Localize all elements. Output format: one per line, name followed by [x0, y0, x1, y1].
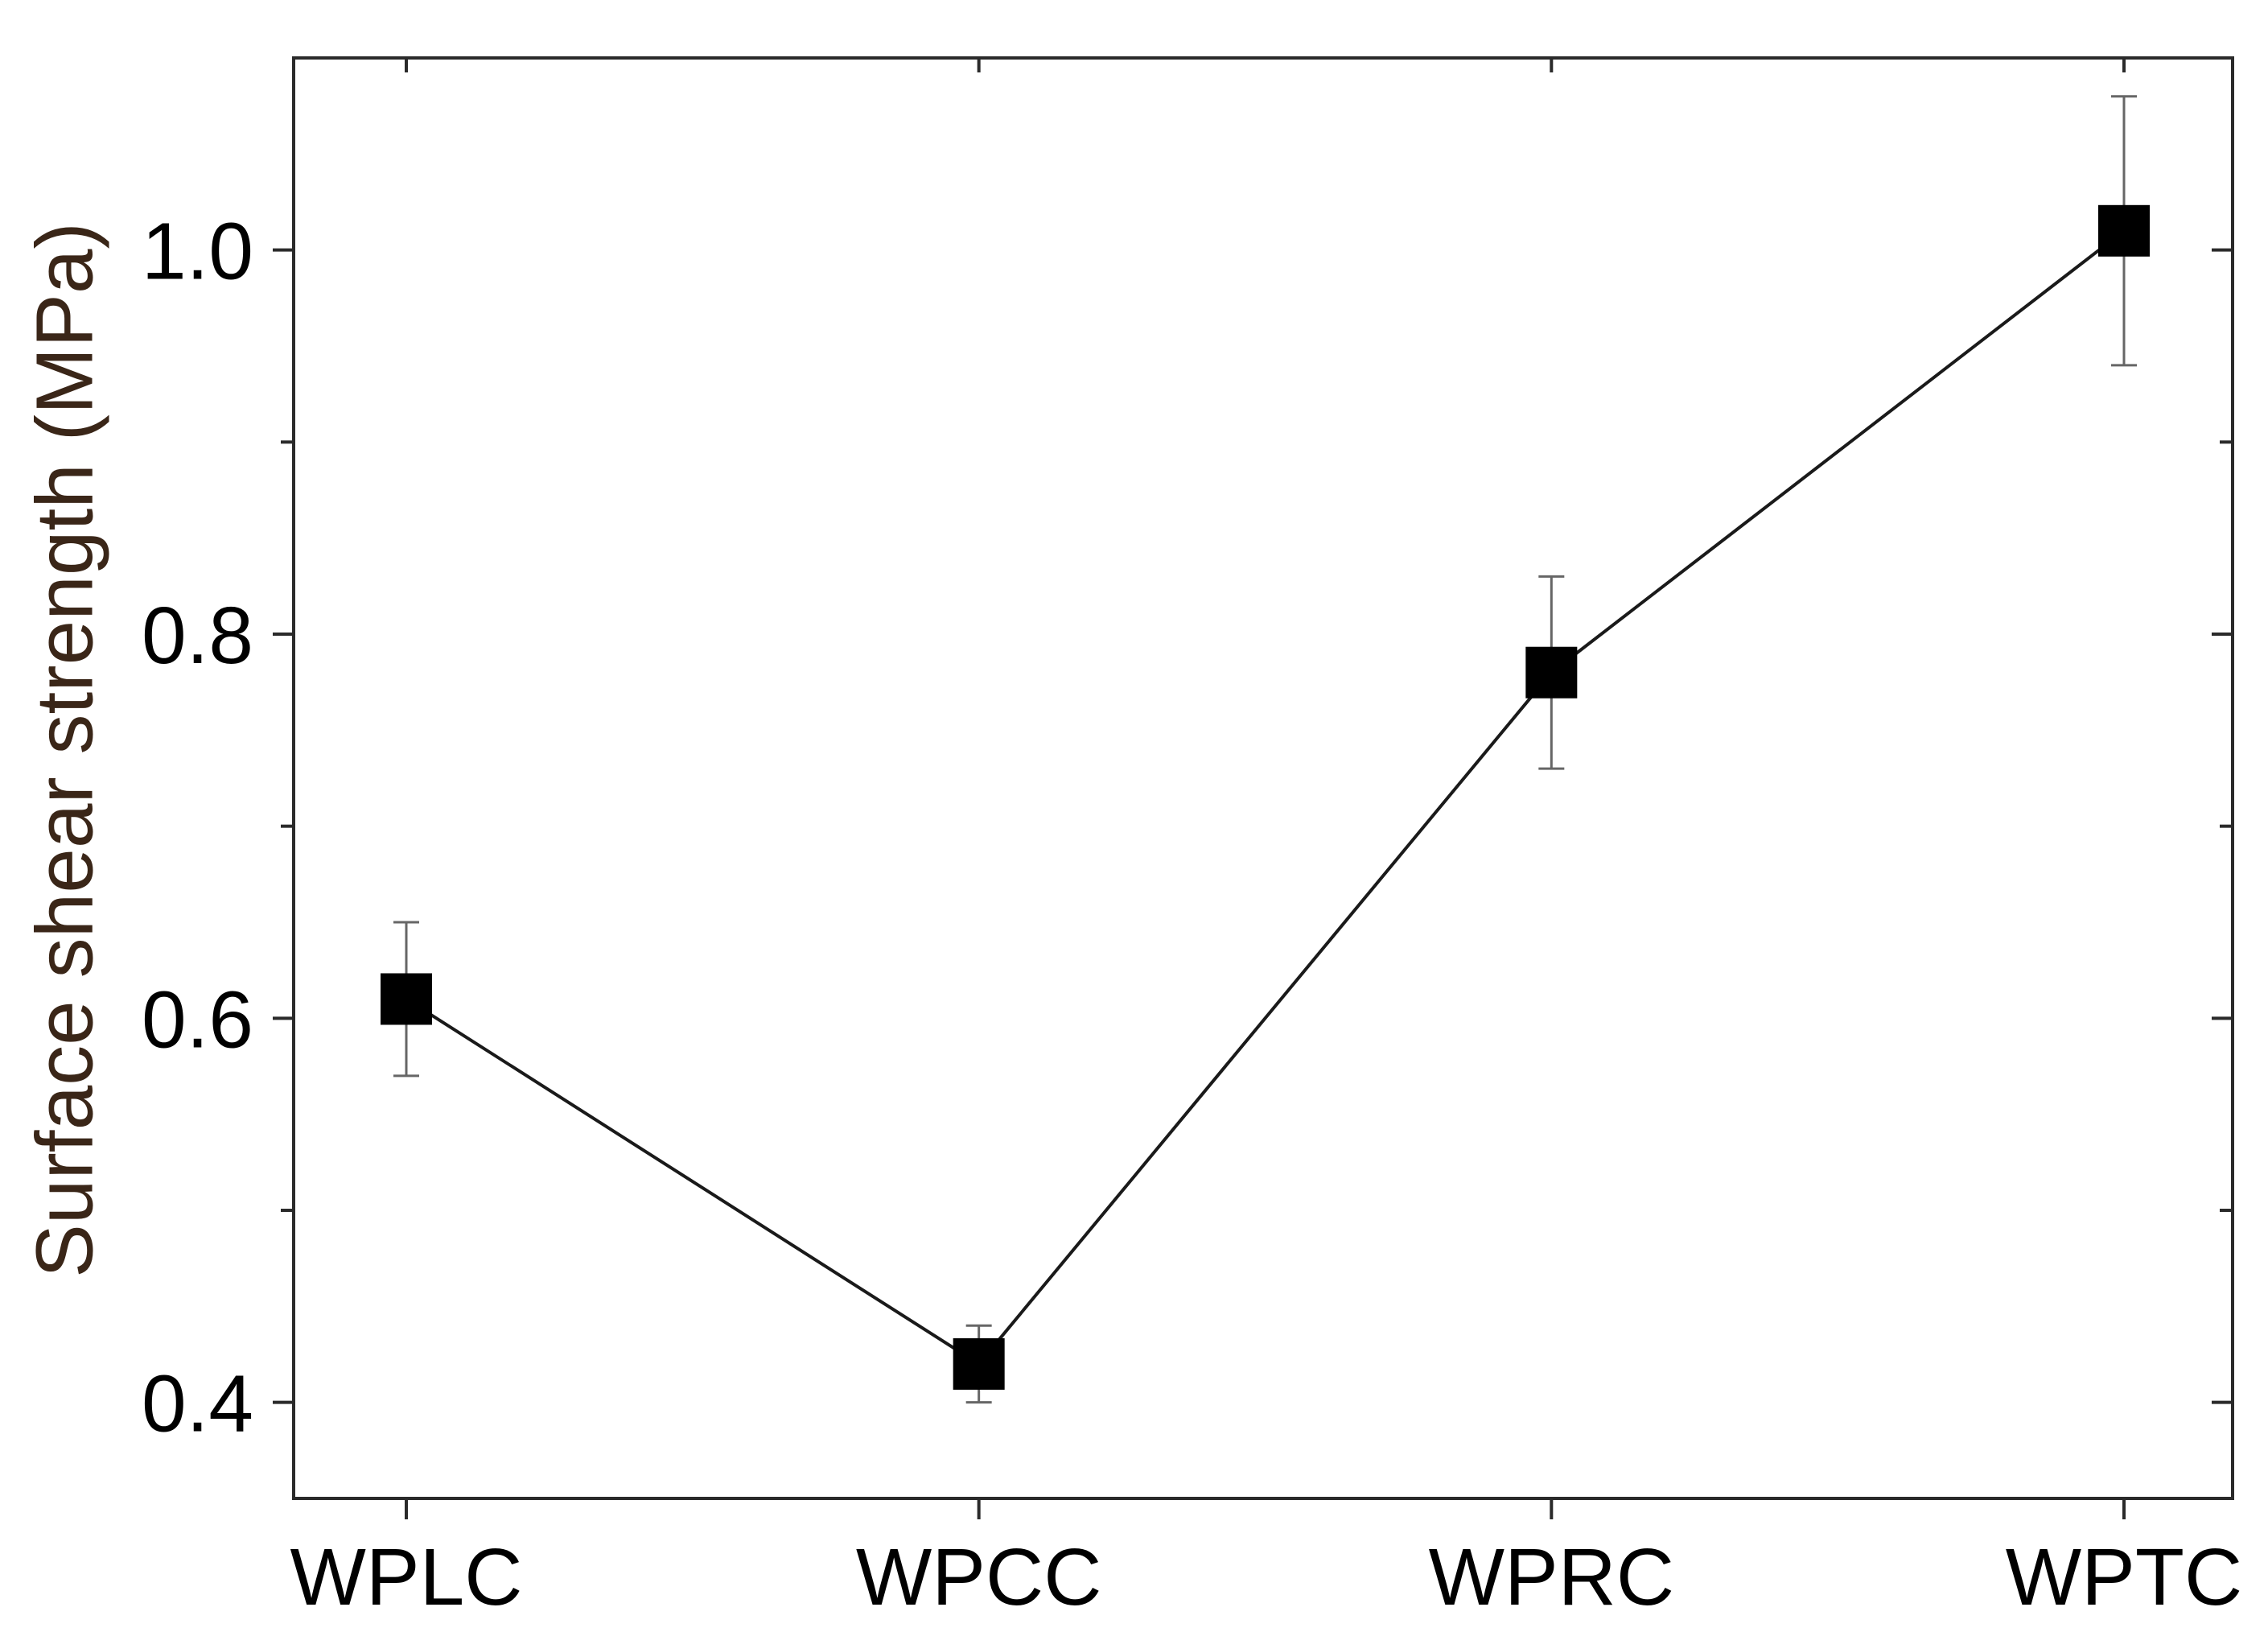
y-tick-label: 1.0 — [142, 207, 253, 297]
y-tick-label: 0.6 — [142, 975, 253, 1065]
series-line — [405, 229, 2126, 1366]
x-tick-label: WPTC — [2006, 1532, 2242, 1622]
data-point — [381, 973, 432, 1025]
y-axis-title: Surface shear strength (MPa) — [19, 222, 109, 1278]
x-axis: WPLC WPCC WPRC WPTC — [290, 58, 2242, 1622]
plot-border — [292, 56, 2234, 1500]
data-point — [2098, 204, 2150, 257]
x-tick-label: WPLC — [290, 1532, 523, 1622]
data-point — [1525, 646, 1578, 699]
y-tick-label: 0.8 — [142, 591, 253, 681]
data-point — [953, 1337, 1005, 1390]
plot-frame — [292, 56, 2234, 1500]
x-tick-label: WPRC — [1429, 1532, 1675, 1622]
x-tick-label: WPCC — [856, 1532, 1102, 1622]
y-axis: 0.4 0.6 0.8 1.0 — [142, 207, 2233, 1449]
series-layer — [381, 95, 2150, 1404]
y-tick-label: 0.4 — [142, 1359, 253, 1449]
